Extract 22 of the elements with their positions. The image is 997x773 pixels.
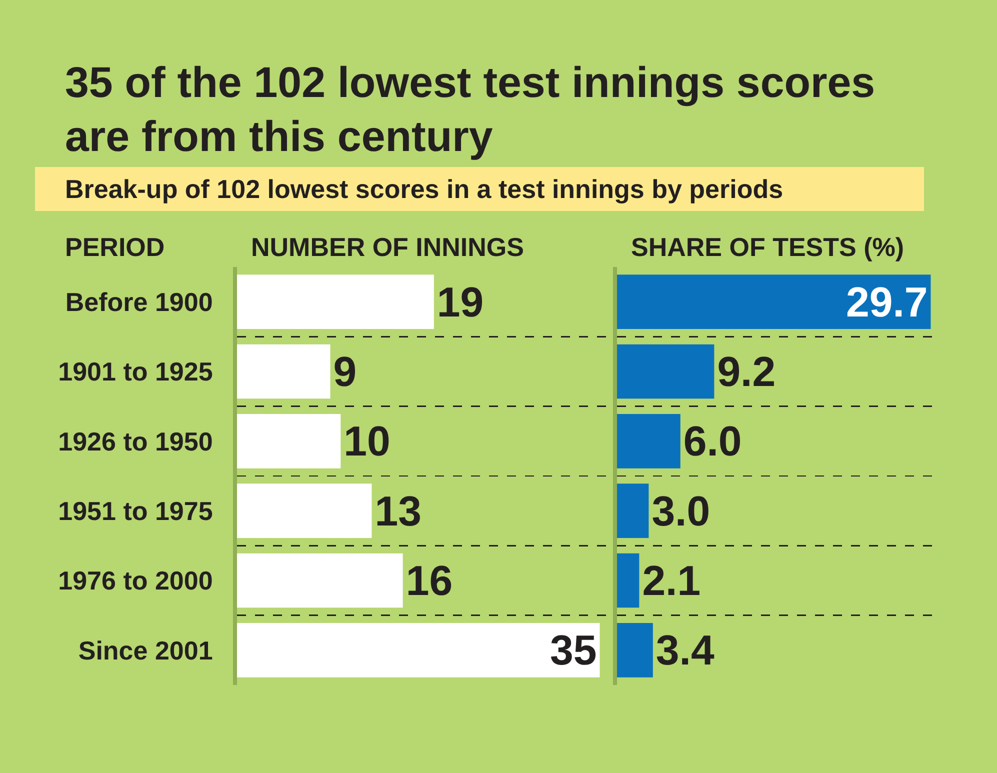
data-label: 10 — [344, 418, 390, 465]
data-label: 19 — [436, 278, 484, 326]
data-label: 13 — [374, 487, 422, 534]
bar — [237, 274, 434, 329]
y-axis-title: PERIOD — [65, 232, 165, 262]
bar — [237, 414, 341, 468]
chart-subtitle: Break-up of 102 lowest scores in a test innings by periods — [65, 173, 784, 206]
data-label: 16 — [406, 557, 453, 604]
y-tick-label: 1901 to 1925 — [58, 356, 213, 387]
y-tick-label: 1976 to 2000 — [58, 566, 213, 596]
y-tick-label: Before 1900 — [65, 286, 213, 317]
bar — [237, 344, 330, 399]
data-label: 9 — [333, 348, 357, 395]
bar — [237, 553, 403, 608]
y-tick-label: Since 2001 — [78, 635, 213, 666]
bar — [237, 484, 372, 538]
y-tick-label: 1951 to 1975 — [58, 496, 213, 526]
x-axis-title: NUMBER OF INNINGS — [251, 232, 524, 262]
bar — [237, 623, 600, 678]
y-tick-label: 1926 to 1950 — [58, 426, 213, 456]
chart-title: 35 of the 102 lowest test innings scores are from this century — [65, 58, 876, 163]
data-label: 35 — [550, 626, 597, 674]
